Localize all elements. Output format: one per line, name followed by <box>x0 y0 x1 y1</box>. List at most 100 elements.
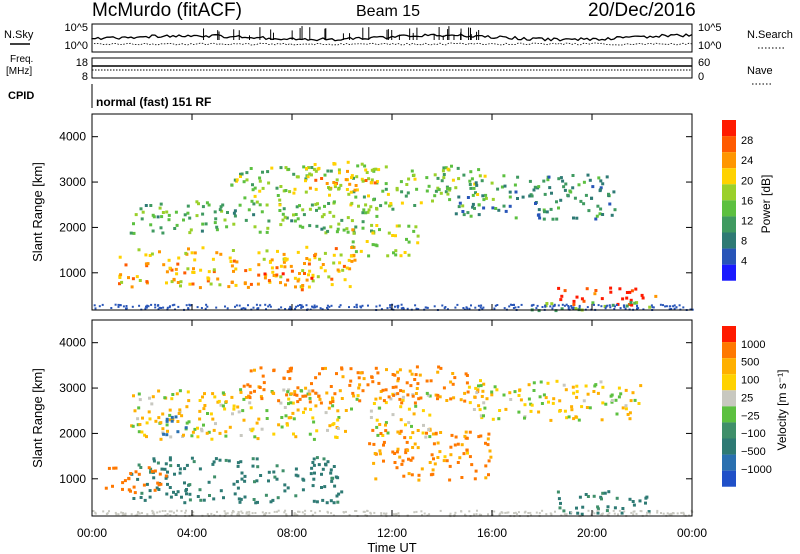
echo-cell <box>322 226 326 230</box>
echo-cell <box>117 513 120 516</box>
echo-cell <box>402 474 406 478</box>
echo-cell <box>182 218 185 222</box>
echo-cell <box>464 372 468 376</box>
echo-cell <box>454 212 458 216</box>
echo-cell <box>314 178 318 182</box>
echo-cell <box>275 186 279 190</box>
echo-cell <box>283 257 287 261</box>
echo-cell <box>306 175 310 179</box>
echo-cell <box>325 182 329 185</box>
echo-cell <box>140 491 144 495</box>
echo-cell <box>502 393 506 397</box>
echo-cell <box>239 497 243 501</box>
echo-cell <box>224 430 228 434</box>
echo-cell <box>336 476 340 480</box>
echo-cell <box>188 282 192 286</box>
echo-cell <box>310 382 313 386</box>
echo-cell <box>385 368 388 372</box>
echo-cell <box>224 458 228 462</box>
echo-cell <box>159 202 163 206</box>
echo-cell <box>371 243 375 247</box>
echo-cell <box>544 304 547 307</box>
echo-cell <box>644 501 647 505</box>
echo-cell <box>298 510 301 513</box>
echo-cell <box>575 384 579 388</box>
echo-cell <box>320 486 323 489</box>
echo-cell <box>154 306 157 309</box>
echo-cell <box>161 427 165 431</box>
echo-cell <box>178 389 182 393</box>
echo-cell <box>267 470 271 474</box>
echo-cell <box>476 193 480 196</box>
echo-cell <box>235 480 239 484</box>
echo-cell <box>624 407 628 411</box>
echo-cell <box>152 459 156 463</box>
echo-cell <box>284 509 287 512</box>
echo-cell <box>630 289 634 293</box>
echo-cell <box>355 188 359 192</box>
echo-cell <box>477 203 481 207</box>
echo-cell <box>527 512 530 514</box>
echo-cell <box>186 390 190 394</box>
echo-cell <box>648 305 652 309</box>
echo-cell <box>345 266 349 270</box>
echo-cell <box>185 304 188 307</box>
echo-cell <box>468 510 471 513</box>
echo-cell <box>541 509 544 512</box>
echo-cell <box>605 509 609 513</box>
echo-cell <box>396 370 400 374</box>
echo-cell <box>635 301 639 305</box>
echo-cell <box>136 477 140 481</box>
echo-cell <box>227 459 231 463</box>
echo-cell <box>481 194 485 198</box>
echo-cell <box>550 302 554 306</box>
echo-cell <box>122 305 125 308</box>
echo-cell <box>477 304 480 307</box>
echo-cell <box>497 208 501 212</box>
echo-cell <box>351 391 355 395</box>
echo-cell <box>154 419 158 423</box>
echo-cell <box>232 269 235 273</box>
echo-cell <box>428 394 432 398</box>
echo-cell <box>408 369 412 373</box>
echo-cell <box>253 480 256 484</box>
echo-cell <box>656 511 659 514</box>
echo-cell <box>251 512 254 515</box>
echo-cell <box>114 511 117 514</box>
echo-cell <box>496 187 500 191</box>
nsky-tick-low-right: 10^0 <box>698 40 722 52</box>
echo-cell <box>363 510 366 513</box>
echo-cell <box>597 176 601 180</box>
echo-cell <box>184 511 187 514</box>
echo-cell <box>432 442 436 446</box>
echo-cell <box>275 477 279 481</box>
echo-cell <box>364 179 368 182</box>
echo-cell <box>322 213 326 217</box>
echo-cell <box>346 216 350 220</box>
echo-cell <box>508 391 512 395</box>
beam-title: Beam 15 <box>356 3 420 20</box>
echo-cell <box>570 305 573 307</box>
echo-cell <box>210 437 214 441</box>
echo-cell <box>318 257 322 261</box>
echo-cell <box>212 497 216 501</box>
echo-cell <box>618 509 621 512</box>
echo-cell <box>550 191 553 195</box>
echo-cell <box>130 513 133 516</box>
echo-cell <box>409 436 413 440</box>
echo-cell <box>545 513 548 516</box>
echo-cell <box>591 185 595 189</box>
echo-cell <box>517 394 521 397</box>
echo-cell <box>528 194 532 198</box>
echo-cell <box>523 511 526 514</box>
echo-cell <box>628 411 632 415</box>
echo-cell <box>545 302 549 305</box>
echo-cell <box>296 474 300 478</box>
echo-cell <box>456 303 459 306</box>
echo-cell <box>307 262 311 266</box>
echo-cell <box>144 204 148 207</box>
echo-cell <box>371 231 375 235</box>
echo-cell <box>579 199 583 203</box>
echo-cell <box>646 511 648 514</box>
echo-cell <box>515 513 518 515</box>
